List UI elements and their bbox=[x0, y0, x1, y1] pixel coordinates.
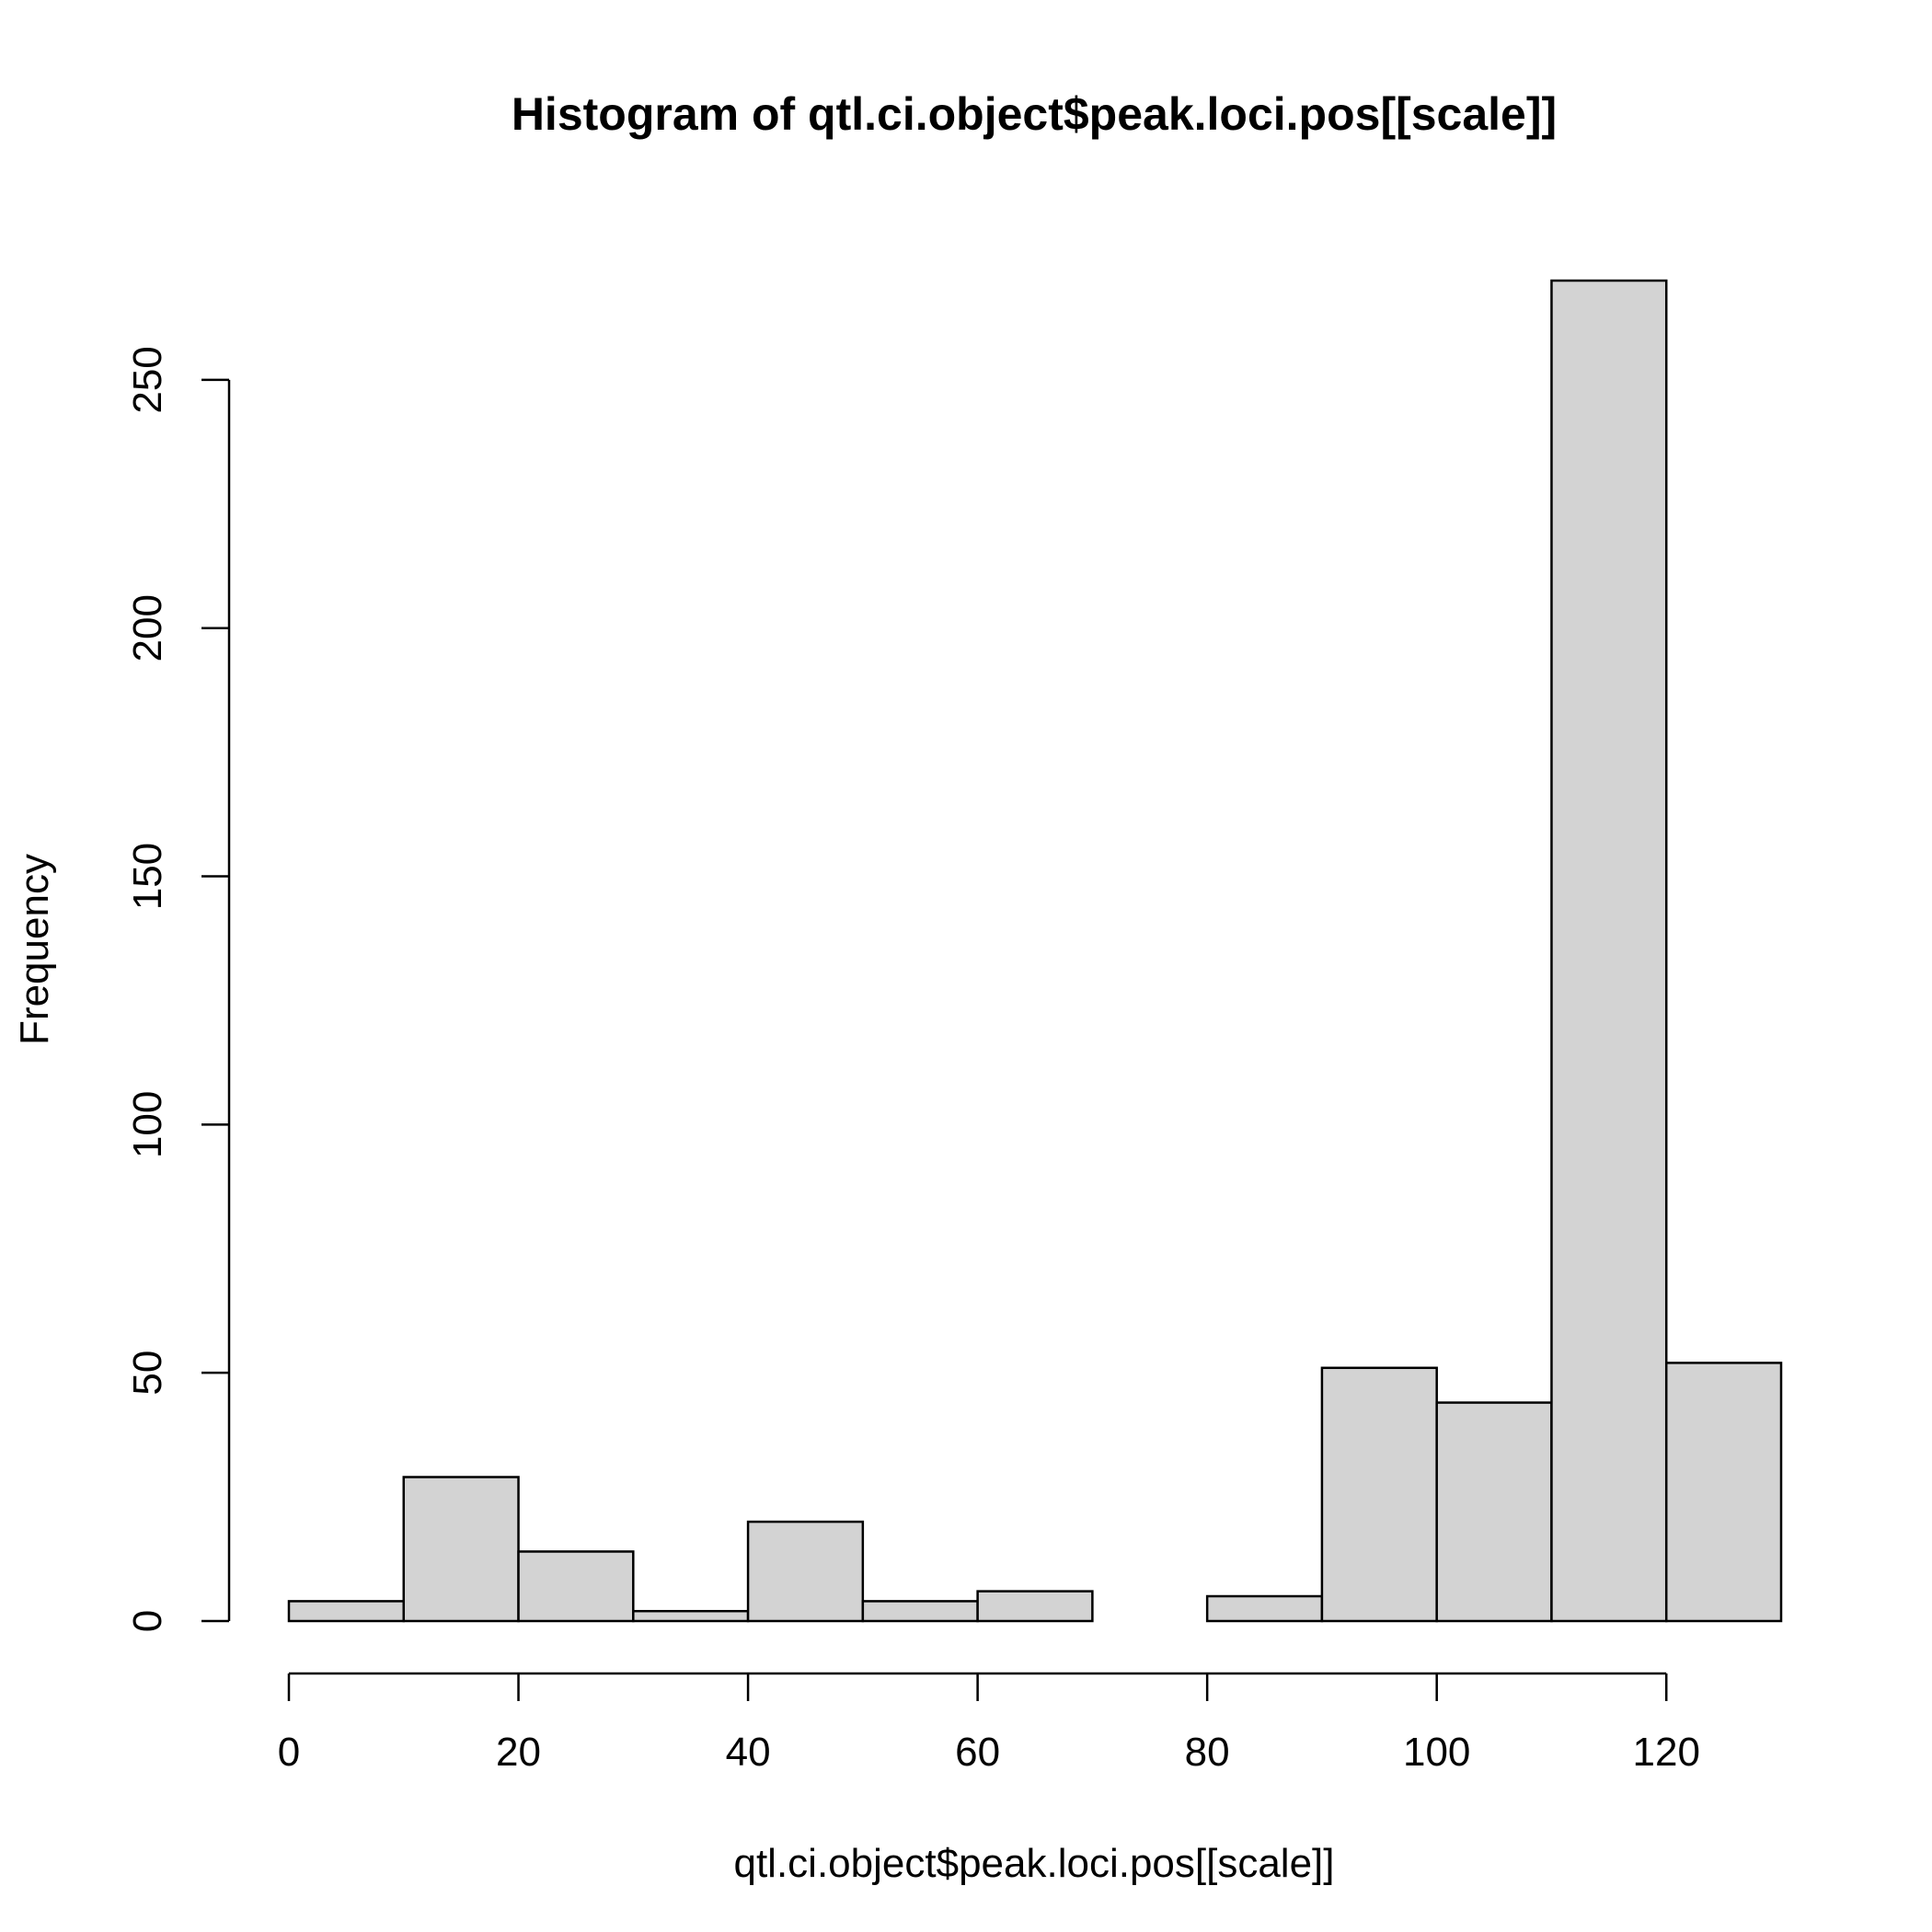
histogram-bar-3 bbox=[632, 1609, 750, 1623]
histogram-bar-9 bbox=[1320, 1366, 1438, 1623]
x-tick-label-4: 80 bbox=[1185, 1730, 1230, 1775]
y-axis: 0 50 100 150 200 250 bbox=[125, 346, 231, 1632]
y-tick-label-3: 150 bbox=[125, 843, 170, 910]
histogram-bar-12 bbox=[1664, 1362, 1783, 1623]
x-tick-label-1: 20 bbox=[496, 1730, 541, 1775]
x-tick-label-3: 60 bbox=[955, 1730, 1000, 1775]
y-tick-label-5: 250 bbox=[125, 346, 170, 413]
y-axis-label: Frequency bbox=[12, 854, 57, 1045]
x-tick-label-6: 120 bbox=[1633, 1730, 1700, 1775]
x-axis: 0 20 40 60 80 100 120 bbox=[278, 1672, 1700, 1775]
histogram-bar-5 bbox=[861, 1600, 979, 1623]
y-tick-label-0: 0 bbox=[125, 1610, 170, 1632]
x-axis-label: qtl.ci.object$peak.loci.pos[[scale]] bbox=[733, 1841, 1334, 1886]
y-tick-label-1: 50 bbox=[125, 1351, 170, 1396]
x-tick-label-5: 100 bbox=[1403, 1730, 1470, 1775]
y-tick-label-4: 200 bbox=[125, 594, 170, 661]
x-tick-label-2: 40 bbox=[726, 1730, 771, 1775]
histogram-bar-0 bbox=[287, 1600, 406, 1623]
bars-group bbox=[287, 279, 1783, 1623]
x-tick-label-0: 0 bbox=[278, 1730, 300, 1775]
histogram-bar-10 bbox=[1435, 1401, 1553, 1623]
histogram-bar-8 bbox=[1205, 1594, 1324, 1623]
histogram-bar-2 bbox=[517, 1550, 635, 1623]
histogram-bar-6 bbox=[976, 1590, 1094, 1623]
histogram-bar-1 bbox=[402, 1476, 520, 1623]
histogram-bar-11 bbox=[1550, 279, 1668, 1623]
y-tick-label-2: 100 bbox=[125, 1091, 170, 1158]
chart-title: Histogram of qtl.ci.object$peak.loci.pos… bbox=[512, 88, 1557, 140]
histogram-bar-4 bbox=[746, 1520, 865, 1623]
